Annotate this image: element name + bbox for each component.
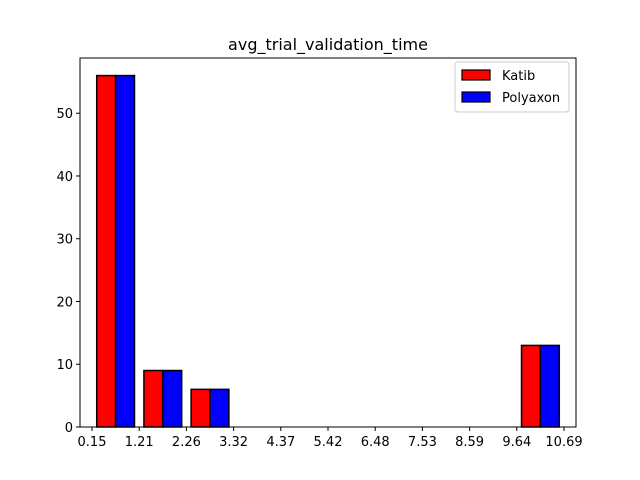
y-tick-label: 30: [56, 233, 73, 248]
bar-katib-2: [190, 388, 211, 428]
legend: Katib Polyaxon: [454, 61, 570, 113]
bar-katib-1: [143, 369, 164, 428]
legend-label-polyaxon: Polyaxon: [502, 91, 560, 106]
legend-swatch-katib: [461, 69, 491, 81]
bar-polyaxon-0: [114, 74, 136, 428]
bar-katib-9: [520, 344, 542, 428]
chart-title: avg_trial_validation_time: [228, 35, 428, 55]
x-tick-label: 1.21: [125, 435, 154, 450]
bar-katib-0: [95, 74, 117, 428]
x-tick-label: 9.64: [502, 435, 531, 450]
bar-polyaxon-1: [162, 369, 183, 428]
legend-swatch-polyaxon: [461, 91, 491, 103]
x-tick-label: 5.42: [314, 435, 343, 450]
y-tick-label: 40: [56, 170, 73, 185]
x-tick-label: 7.53: [408, 435, 437, 450]
x-tick-label: 8.59: [455, 435, 484, 450]
y-tick-label: 20: [56, 295, 73, 310]
bars-layer: [95, 74, 561, 428]
bar-polyaxon-2: [209, 388, 230, 428]
x-tick-label: 10.69: [545, 435, 582, 450]
x-tick-label: 2.26: [172, 435, 201, 450]
axes-layer: 0.15 1.21 2.26 3.32 4.37 5.42 6.48 7.53 8.59 9.64…: [56, 57, 583, 450]
y-tick-label: 0: [65, 421, 73, 436]
y-tick-label: 50: [56, 107, 73, 122]
legend-label-katib: Katib: [502, 69, 535, 84]
x-tick-label: 3.32: [219, 435, 248, 450]
x-tick-label: 6.48: [361, 435, 390, 450]
x-tick-label: 4.37: [266, 435, 295, 450]
bar-polyaxon-9: [539, 344, 561, 428]
y-tick-label: 10: [56, 358, 73, 373]
x-tick-label: 0.15: [78, 435, 107, 450]
